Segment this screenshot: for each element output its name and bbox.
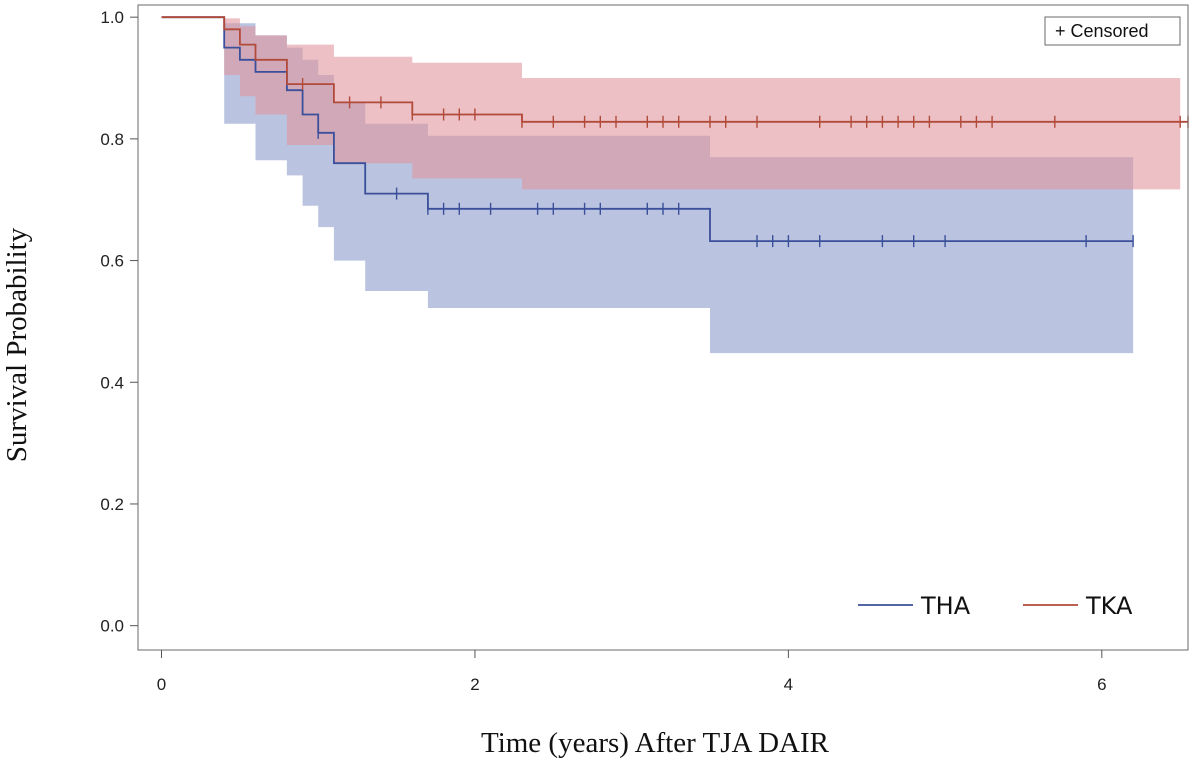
y-axis-title: Survival Probability (1, 227, 33, 462)
plot-frame (137, 4, 1189, 651)
y-tick-label: 0.6 (100, 252, 124, 271)
tka-survival-line (161, 16, 1188, 123)
censored-legend-box (1044, 16, 1181, 46)
y-tick-label: 0.2 (100, 495, 124, 514)
censored-legend-label: + Censored (1055, 21, 1149, 41)
y-tick-label: 0.8 (100, 130, 124, 149)
y-tick-label: 0.4 (100, 373, 124, 392)
x-tick-label: 2 (470, 675, 479, 694)
confidence-bands (161, 17, 1181, 354)
survival-curves (161, 16, 1188, 242)
x-tick-label: 4 (784, 675, 793, 694)
censored-legend: + Censored (1044, 16, 1181, 46)
x-axis: 0 2 4 6 (157, 650, 1107, 694)
series-legend: THA TKA (858, 592, 1133, 620)
legend-label-tha: THA (920, 592, 971, 620)
y-tick-label: 0.0 (100, 617, 124, 636)
tka-confidence-band (161, 17, 1181, 190)
x-tick-label: 0 (157, 675, 166, 694)
x-tick-label: 6 (1097, 675, 1106, 694)
y-axis: 0.0 0.2 0.4 0.6 0.8 1.0 (100, 8, 138, 636)
legend-label-tka: TKA (1085, 592, 1133, 620)
tha-survival-line (161, 16, 1134, 242)
x-axis-title: Time (years) After TJA DAIR (481, 727, 830, 759)
y-tick-label: 1.0 (100, 8, 124, 27)
censored-markers (301, 78, 1189, 248)
